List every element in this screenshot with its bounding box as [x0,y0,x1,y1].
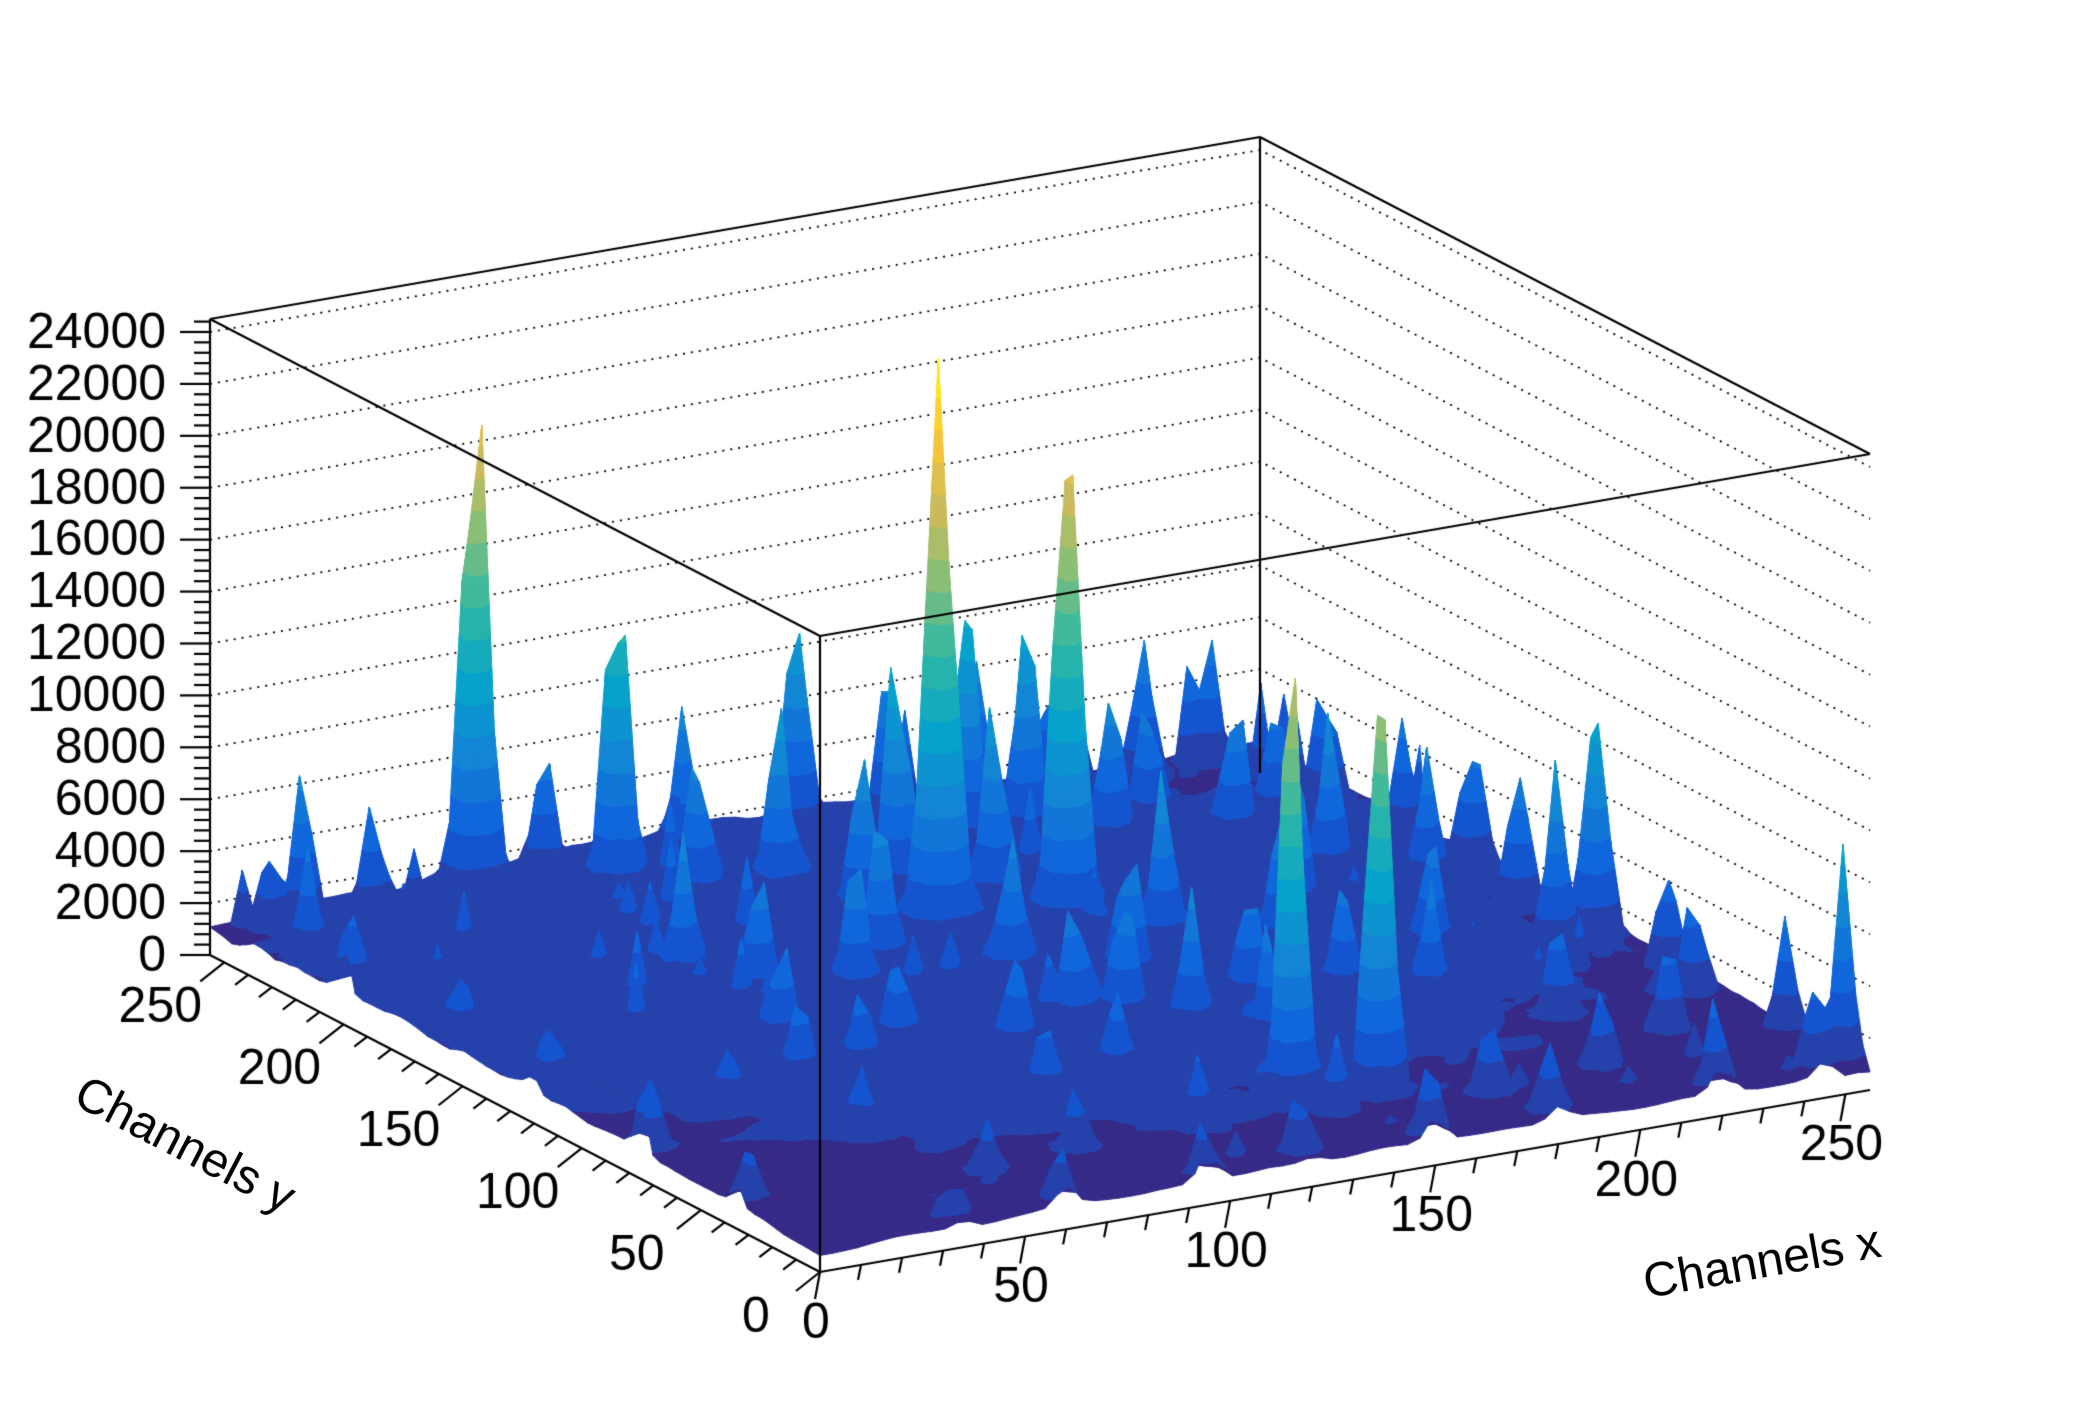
surface-plot-canvas [0,0,2088,1416]
surface-plot: Channels x Channels y [0,0,2088,1416]
